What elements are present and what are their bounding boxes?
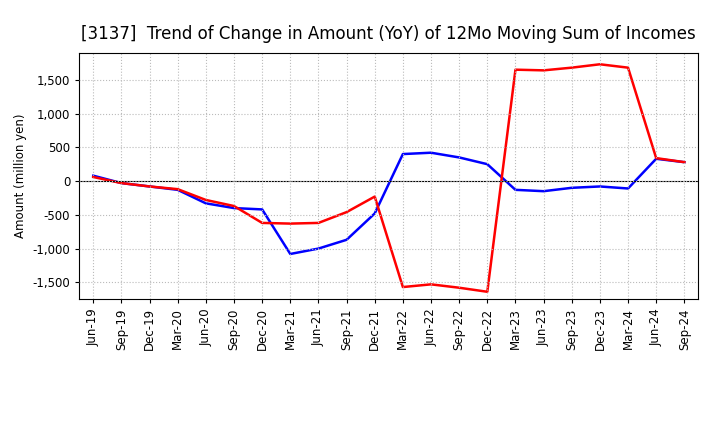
Ordinary Income <box>230 205 238 211</box>
Ordinary Income <box>202 201 210 206</box>
Ordinary Income <box>455 155 464 160</box>
Ordinary Income <box>511 187 520 192</box>
Net Income <box>455 285 464 290</box>
Net Income <box>680 160 688 165</box>
Net Income <box>117 180 126 186</box>
Net Income <box>342 209 351 215</box>
Title: [3137]  Trend of Change in Amount (YoY) of 12Mo Moving Sum of Incomes: [3137] Trend of Change in Amount (YoY) o… <box>81 25 696 43</box>
Ordinary Income <box>342 237 351 242</box>
Net Income <box>624 65 632 70</box>
Ordinary Income <box>174 187 182 192</box>
Ordinary Income <box>427 150 436 155</box>
Ordinary Income <box>399 151 408 157</box>
Net Income <box>370 194 379 199</box>
Ordinary Income <box>89 173 98 178</box>
Net Income <box>427 282 436 287</box>
Ordinary Income <box>567 185 576 191</box>
Net Income <box>89 174 98 180</box>
Net Income <box>230 203 238 209</box>
Net Income <box>258 220 266 226</box>
Ordinary Income <box>314 246 323 251</box>
Net Income <box>567 65 576 70</box>
Net Income <box>483 289 492 294</box>
Net Income <box>286 221 294 226</box>
Ordinary Income <box>680 160 688 165</box>
Ordinary Income <box>258 207 266 212</box>
Ordinary Income <box>370 211 379 216</box>
Net Income <box>511 67 520 72</box>
Ordinary Income <box>595 184 604 189</box>
Ordinary Income <box>286 251 294 257</box>
Ordinary Income <box>539 189 548 194</box>
Net Income <box>174 187 182 192</box>
Line: Net Income: Net Income <box>94 64 684 292</box>
Ordinary Income <box>483 161 492 167</box>
Net Income <box>539 68 548 73</box>
Net Income <box>145 184 154 189</box>
Net Income <box>202 197 210 202</box>
Ordinary Income <box>117 180 126 186</box>
Net Income <box>399 284 408 290</box>
Ordinary Income <box>624 186 632 191</box>
Ordinary Income <box>652 156 660 161</box>
Line: Ordinary Income: Ordinary Income <box>94 153 684 254</box>
Net Income <box>595 62 604 67</box>
Y-axis label: Amount (million yen): Amount (million yen) <box>14 114 27 238</box>
Net Income <box>652 155 660 161</box>
Ordinary Income <box>145 184 154 189</box>
Net Income <box>314 220 323 226</box>
